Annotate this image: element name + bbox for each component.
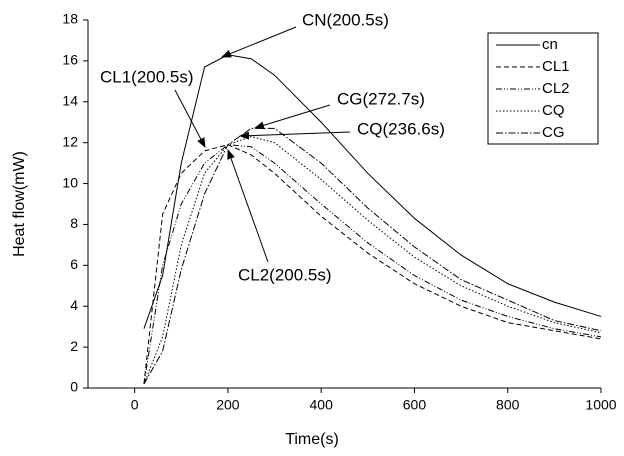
x-tick-label: 0 bbox=[131, 397, 139, 413]
x-tick-label: 200 bbox=[216, 397, 240, 413]
y-tick-label: 12 bbox=[62, 133, 78, 149]
annotation-arrow bbox=[227, 149, 269, 263]
y-tick-label: 0 bbox=[70, 379, 78, 395]
x-tick-label: 800 bbox=[496, 397, 520, 413]
x-tick-label: 600 bbox=[403, 397, 427, 413]
y-tick-label: 16 bbox=[62, 52, 78, 68]
y-tick-label: 14 bbox=[62, 92, 78, 108]
series-line bbox=[143, 54, 602, 329]
x-tick-label: 1000 bbox=[585, 397, 616, 413]
series-line bbox=[143, 136, 602, 385]
annotation: CL2(200.5s) bbox=[238, 265, 332, 284]
series-line bbox=[143, 144, 602, 384]
series-line bbox=[143, 127, 602, 385]
annotation: CG(272.7s) bbox=[337, 89, 425, 108]
annotation-arrow bbox=[239, 131, 351, 140]
y-axis-label: Heat flow(mW) bbox=[11, 151, 28, 257]
legend-label: CG bbox=[542, 124, 565, 141]
annotation-arrow bbox=[174, 89, 206, 148]
legend-label: CL2 bbox=[542, 80, 570, 97]
y-tick-label: 2 bbox=[70, 338, 78, 354]
x-axis-label: Time(s) bbox=[285, 431, 339, 448]
y-tick-label: 10 bbox=[62, 174, 78, 190]
y-tick-label: 6 bbox=[70, 256, 78, 272]
legend-label: CQ bbox=[542, 102, 565, 119]
series-line bbox=[143, 144, 602, 384]
annotation-arrow bbox=[254, 104, 331, 130]
legend-box bbox=[487, 32, 599, 145]
annotation-arrow bbox=[221, 26, 297, 58]
y-tick-label: 4 bbox=[70, 297, 78, 313]
annotation: CN(200.5s) bbox=[302, 10, 389, 29]
annotation: CQ(236.6s) bbox=[357, 119, 445, 138]
x-tick-label: 400 bbox=[310, 397, 334, 413]
y-tick-label: 8 bbox=[70, 215, 78, 231]
legend-label: cn bbox=[542, 36, 558, 53]
annotation: CL1(200.5s) bbox=[100, 67, 194, 86]
legend-label: CL1 bbox=[542, 58, 570, 75]
y-tick-label: 18 bbox=[62, 11, 78, 27]
